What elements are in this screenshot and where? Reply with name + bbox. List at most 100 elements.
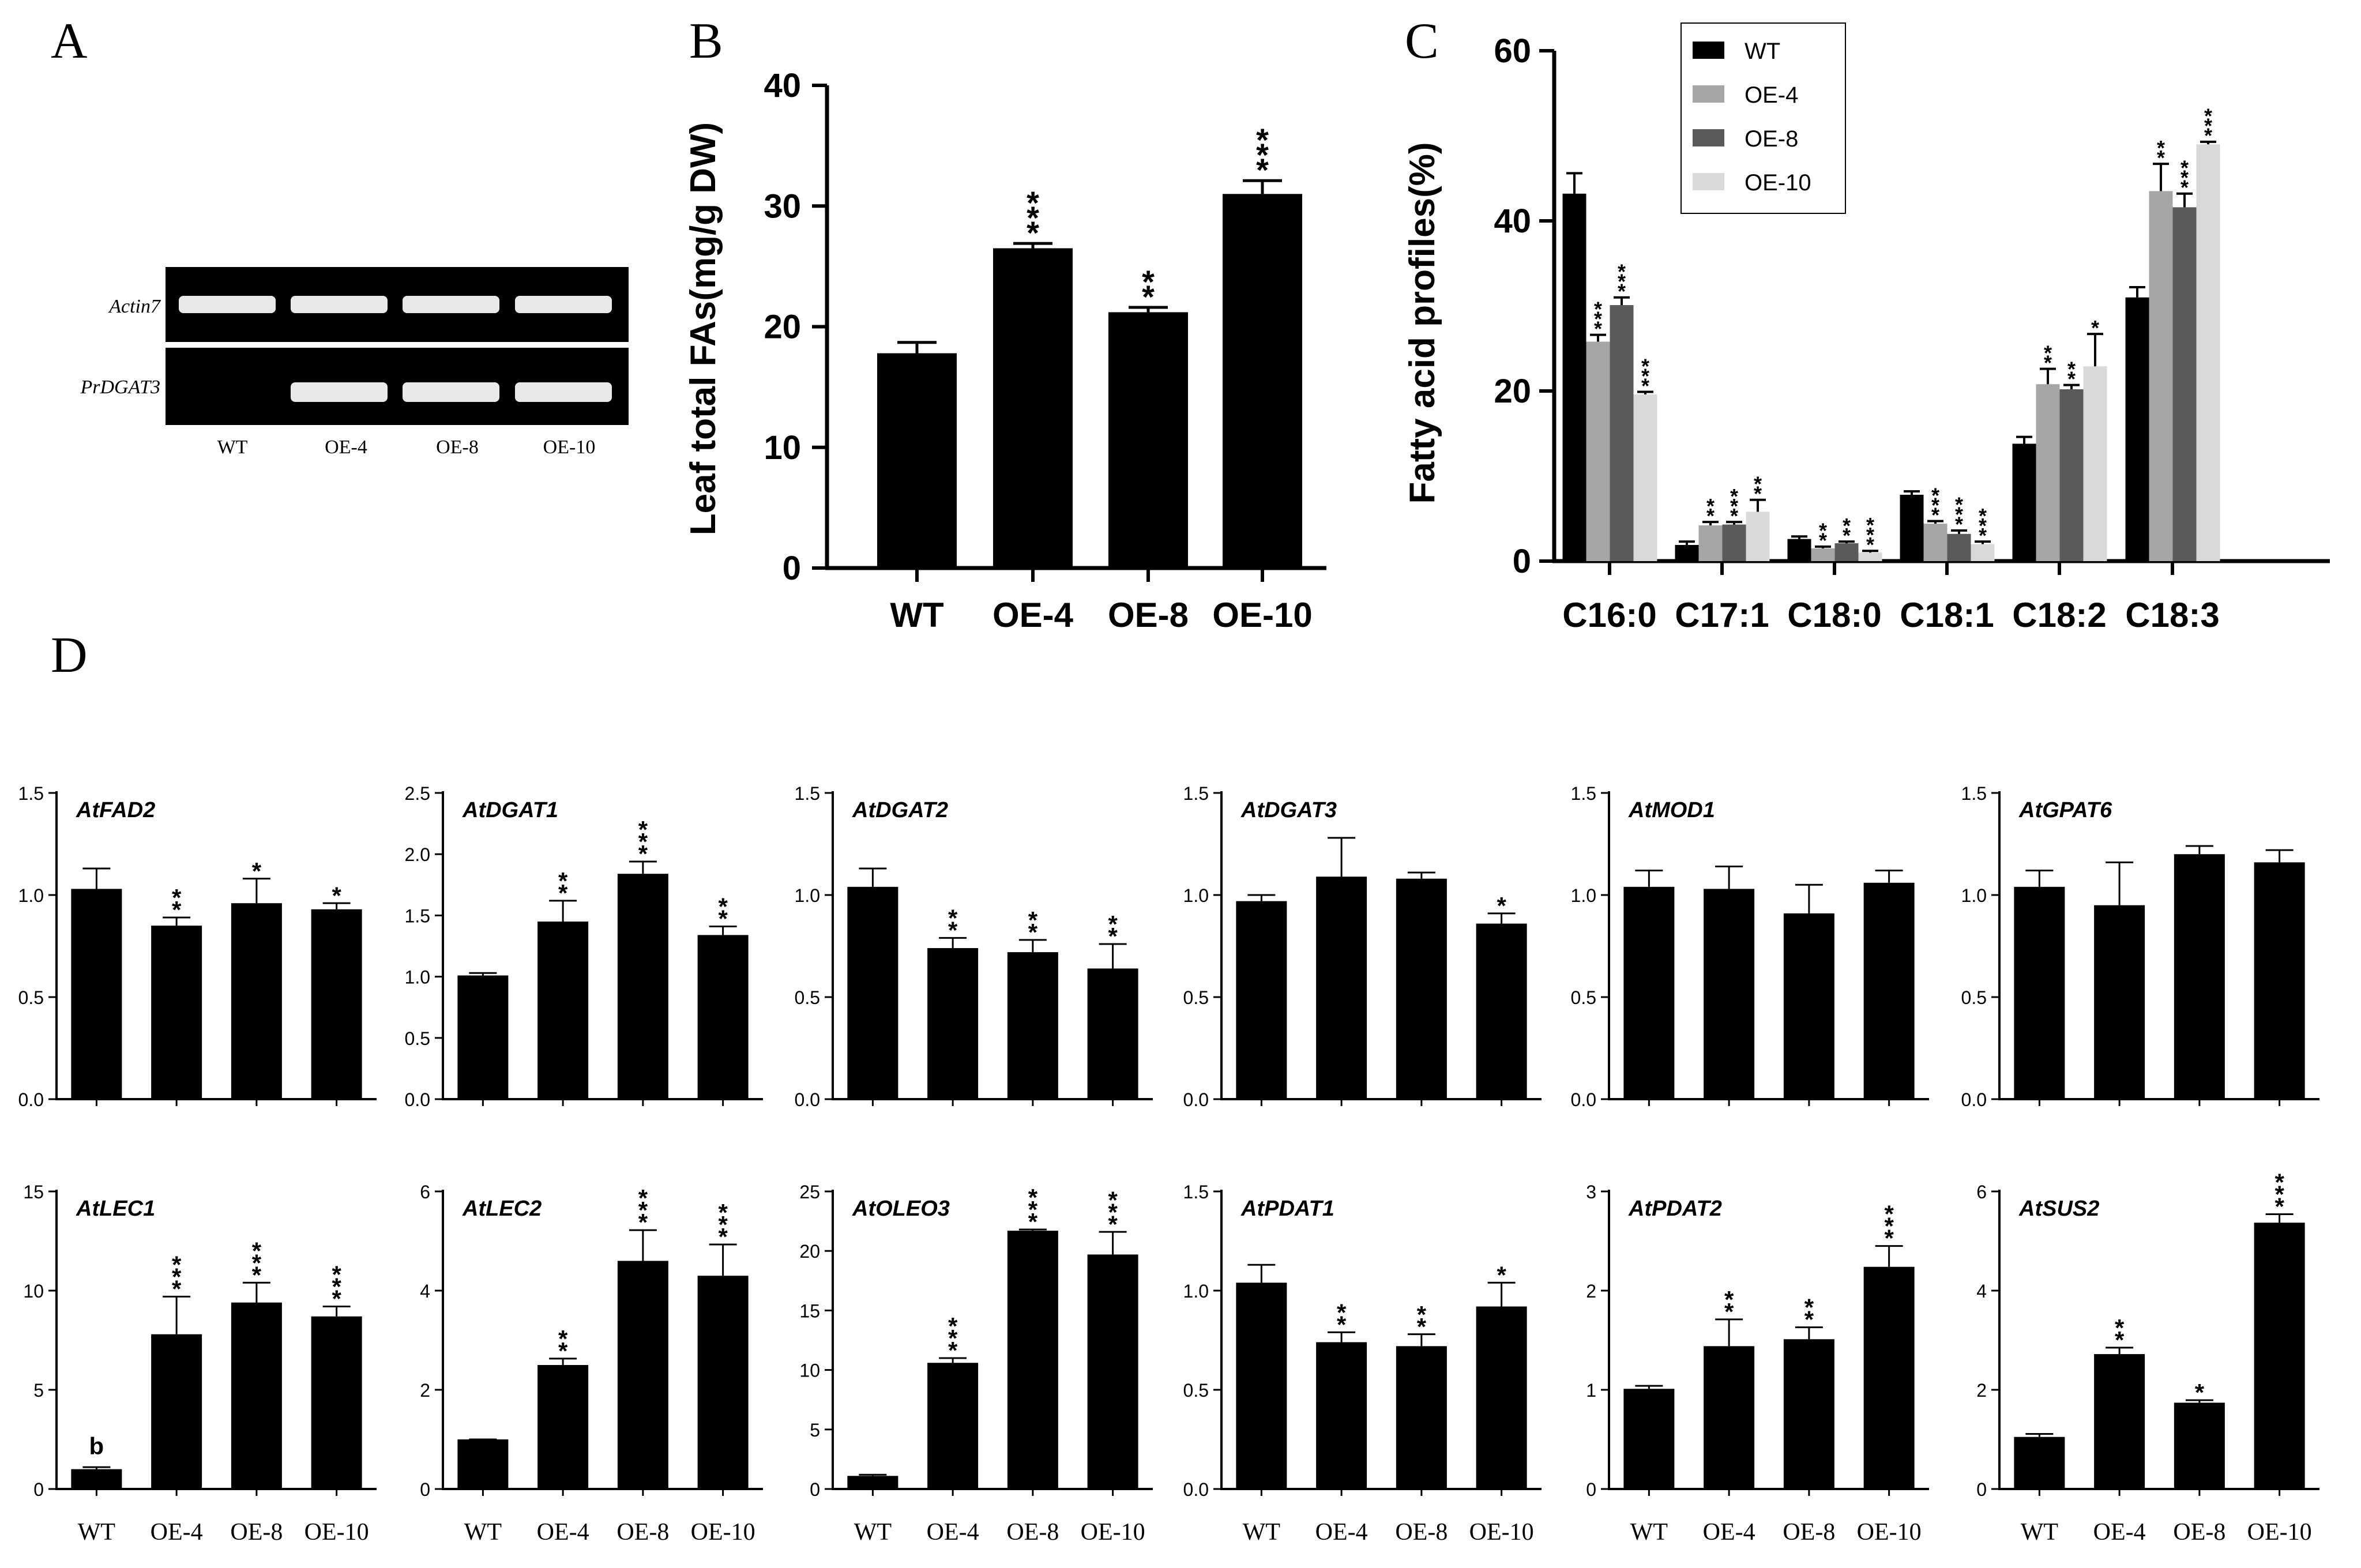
significance-star: * — [1108, 1198, 1118, 1225]
x-tick-label: OE-4 — [1703, 1519, 1755, 1546]
bar-OE-4 — [2094, 905, 2145, 1099]
significance-star: * — [1027, 200, 1039, 236]
significance-star: * — [1594, 297, 1602, 321]
significance-star: * — [2204, 104, 2212, 128]
chart-title: AtDGAT3 — [1240, 798, 1337, 822]
gel-band-actin7-1 — [291, 296, 388, 313]
legend-label-WT: WT — [1745, 39, 1780, 64]
y-tick-label: 1.5 — [1961, 783, 1987, 804]
significance-star: * — [948, 1325, 958, 1352]
chart-title: AtMOD1 — [1628, 798, 1715, 822]
significance: *** — [1027, 185, 1039, 251]
bar-OE-10 — [1223, 194, 1302, 568]
bar-OE-8 — [2174, 854, 2225, 1099]
y-tick-label: 2.0 — [405, 844, 430, 865]
y-tick-label: 15 — [799, 1300, 820, 1321]
significance-star: * — [2274, 1169, 2284, 1196]
significance-star: * — [332, 882, 341, 909]
significance-star: * — [172, 896, 182, 923]
error-bar — [1904, 490, 1920, 495]
y-tick-label: 1.5 — [1183, 783, 1209, 804]
significance-star: * — [1804, 1294, 1814, 1321]
significance-star: * — [1843, 514, 1851, 537]
y-tick-label: 0.0 — [1183, 1089, 1209, 1110]
significance-star: * — [1028, 919, 1038, 946]
significance-star: * — [1594, 317, 1602, 340]
error-bar — [2129, 286, 2145, 298]
legend-label-OE-10: OE-10 — [1745, 170, 1811, 195]
y-tick-label: 1.5 — [18, 783, 44, 804]
y-tick-label: 0.0 — [405, 1089, 430, 1110]
significance-star: * — [1866, 533, 1874, 556]
significance: ** — [1028, 907, 1038, 946]
significance: ** — [2115, 1314, 2125, 1353]
bar-OE-8 — [1396, 878, 1447, 1099]
y-tick-label: 4 — [1976, 1281, 1987, 1302]
gel-band-actin7-0 — [179, 296, 276, 313]
y-tick-label: 40 — [764, 67, 801, 104]
significance-star: * — [2157, 136, 2165, 160]
significance-star: * — [558, 879, 568, 907]
bar-OE-10-C18:3 — [2196, 144, 2220, 561]
bar-OE-10 — [1863, 1266, 1915, 1489]
significance-star: * — [638, 1185, 648, 1212]
error-bar — [2265, 1213, 2294, 1223]
significance: ** — [948, 904, 958, 943]
bar-OE-10 — [697, 1276, 749, 1489]
error-bar — [2040, 367, 2056, 385]
significance-star: * — [1027, 215, 1039, 251]
significance-star: * — [1641, 364, 1649, 388]
y-tick-label: 15 — [23, 1182, 44, 1202]
error-bar — [2016, 435, 2032, 444]
error-bar — [859, 867, 887, 887]
significance-star: * — [2115, 1326, 2125, 1353]
significance-star: * — [2180, 156, 2189, 180]
significance-star: * — [638, 1197, 648, 1224]
error-bar — [1715, 865, 1743, 889]
y-tick-label: 2 — [420, 1380, 430, 1401]
gel-image — [166, 267, 629, 425]
bar-OE-4-C16:0 — [1586, 341, 1610, 561]
y-axis-title: Fatty acid profiles(%) — [1403, 142, 1442, 504]
significance-star: * — [2067, 357, 2076, 381]
significance: ** — [2067, 357, 2076, 390]
bar-WT — [1236, 901, 1287, 1099]
error-bar — [1407, 871, 1435, 879]
significance-star: * — [2091, 316, 2099, 340]
y-tick-label: 1 — [1586, 1380, 1596, 1401]
error-bar — [1875, 1245, 1903, 1267]
x-tick-label: OE-8 — [1006, 1519, 1059, 1546]
y-tick-label: 3 — [1586, 1182, 1596, 1202]
error-bar — [1018, 1228, 1047, 1231]
significance-star: * — [1618, 260, 1626, 284]
x-tick-label: C18:0 — [1787, 596, 1881, 634]
significance-star: * — [1955, 513, 1963, 536]
significance: * — [252, 858, 262, 885]
bar-WT — [71, 889, 122, 1099]
significance-star: * — [558, 1337, 568, 1364]
y-tick-label: 2.5 — [405, 783, 430, 804]
bar-OE-4 — [1704, 1346, 1755, 1489]
lane-label-oe8: OE-8 — [436, 437, 479, 458]
significance: * — [1497, 892, 1506, 919]
bar-WT — [2014, 1437, 2065, 1489]
y-tick-label: 1.0 — [795, 885, 820, 906]
bar-OE-4-C17:1 — [1698, 525, 1723, 561]
gene-chart-AtOLEO3: 0510152025AtOLEO3WT***OE-4***OE-8***OE-1… — [799, 1182, 1153, 1546]
error-bar — [1018, 939, 1047, 953]
gel-band-actin7-3 — [515, 296, 612, 313]
error-bar — [1243, 179, 1282, 194]
y-tick-label: 40 — [1494, 202, 1531, 240]
bar-WT — [1623, 886, 1675, 1099]
bar-WT-C18:0 — [1787, 539, 1811, 561]
significance-star: * — [1256, 122, 1269, 158]
significance-star: * — [718, 905, 728, 932]
legend-swatch-WT — [1693, 42, 1724, 59]
bar-OE-4 — [151, 926, 202, 1099]
chart-title: AtDGAT2 — [852, 798, 948, 822]
y-tick-label: 1.5 — [405, 905, 430, 926]
